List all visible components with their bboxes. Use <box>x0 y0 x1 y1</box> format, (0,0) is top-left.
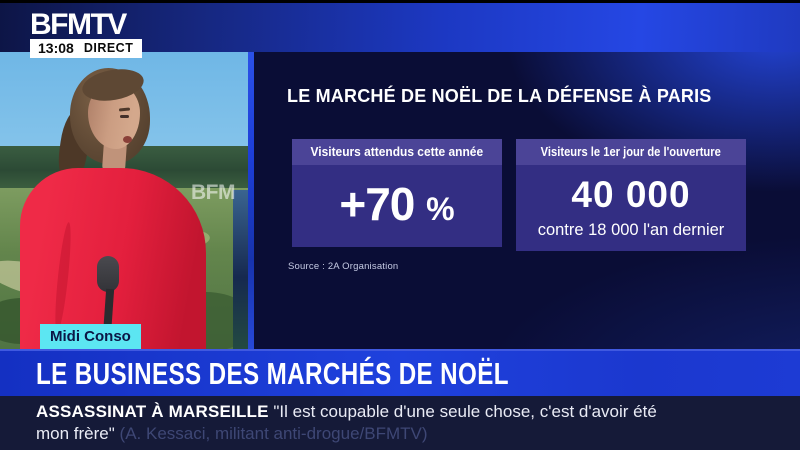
stat-card-comparison: contre 18 000 l'an dernier <box>537 221 725 239</box>
top-black-strip <box>0 0 800 3</box>
infographic-panel: LE MARCHÉ DE NOËL DE LA DÉFENSE À PARIS … <box>254 52 800 349</box>
ticker-topic: ASSASSINAT À MARSEILLE <box>36 402 269 421</box>
infographic-title: LE MARCHÉ DE NOËL DE LA DÉFENSE À PARIS <box>287 86 712 106</box>
clock: 13:08 <box>38 40 74 56</box>
stat-card-value: 40 000 <box>571 174 691 215</box>
percent-sign: % <box>426 191 455 227</box>
live-video-feed: BFM <box>0 52 248 349</box>
stat-card-opening-day: Visiteurs le 1er jour de l'ouverture 40 … <box>516 139 746 251</box>
ticker-attribution: (A. Kessaci, militant anti-drogue/BFMTV) <box>119 424 428 443</box>
program-badge: Midi Conso <box>40 324 141 349</box>
main-area: BFM LE MARCHÉ DE NOËL DE LA DÉFENSE À PA… <box>0 52 800 349</box>
headline-banner: LE BUSINESS DES MARCHÉS DE NOËL <box>0 349 800 396</box>
headline-text: LE BUSINESS DES MARCHÉS DE NOËL <box>36 355 509 391</box>
channel-logo: BFMTV <box>30 8 127 41</box>
live-label: DIRECT <box>83 41 134 55</box>
microphone-icon <box>97 256 119 292</box>
presenter-eye <box>120 115 129 118</box>
stat-card-value: +70 % <box>339 178 455 230</box>
stat-card-visitors-expected: Visiteurs attendus cette année +70 % <box>292 139 502 247</box>
studio-watermark: BFM <box>191 181 236 204</box>
news-ticker: ASSASSINAT À MARSEILLE "Il est coupable … <box>0 396 800 450</box>
source-credit: Source : 2A Organisation <box>288 261 399 272</box>
ticker-quote: "Il est coupable d'une seule chose, c'es… <box>36 402 657 443</box>
stat-card-label: Visiteurs attendus cette année <box>292 139 502 165</box>
stat-card-label: Visiteurs le 1er jour de l'ouverture <box>516 139 746 165</box>
presenter-mouth <box>123 136 132 143</box>
studio-screen-edge <box>233 190 248 349</box>
time-direct-box: 13:08 DIRECT <box>30 39 143 58</box>
ticker-text: ASSASSINAT À MARSEILLE "Il est coupable … <box>36 401 684 445</box>
video-panel-divider <box>248 52 254 349</box>
